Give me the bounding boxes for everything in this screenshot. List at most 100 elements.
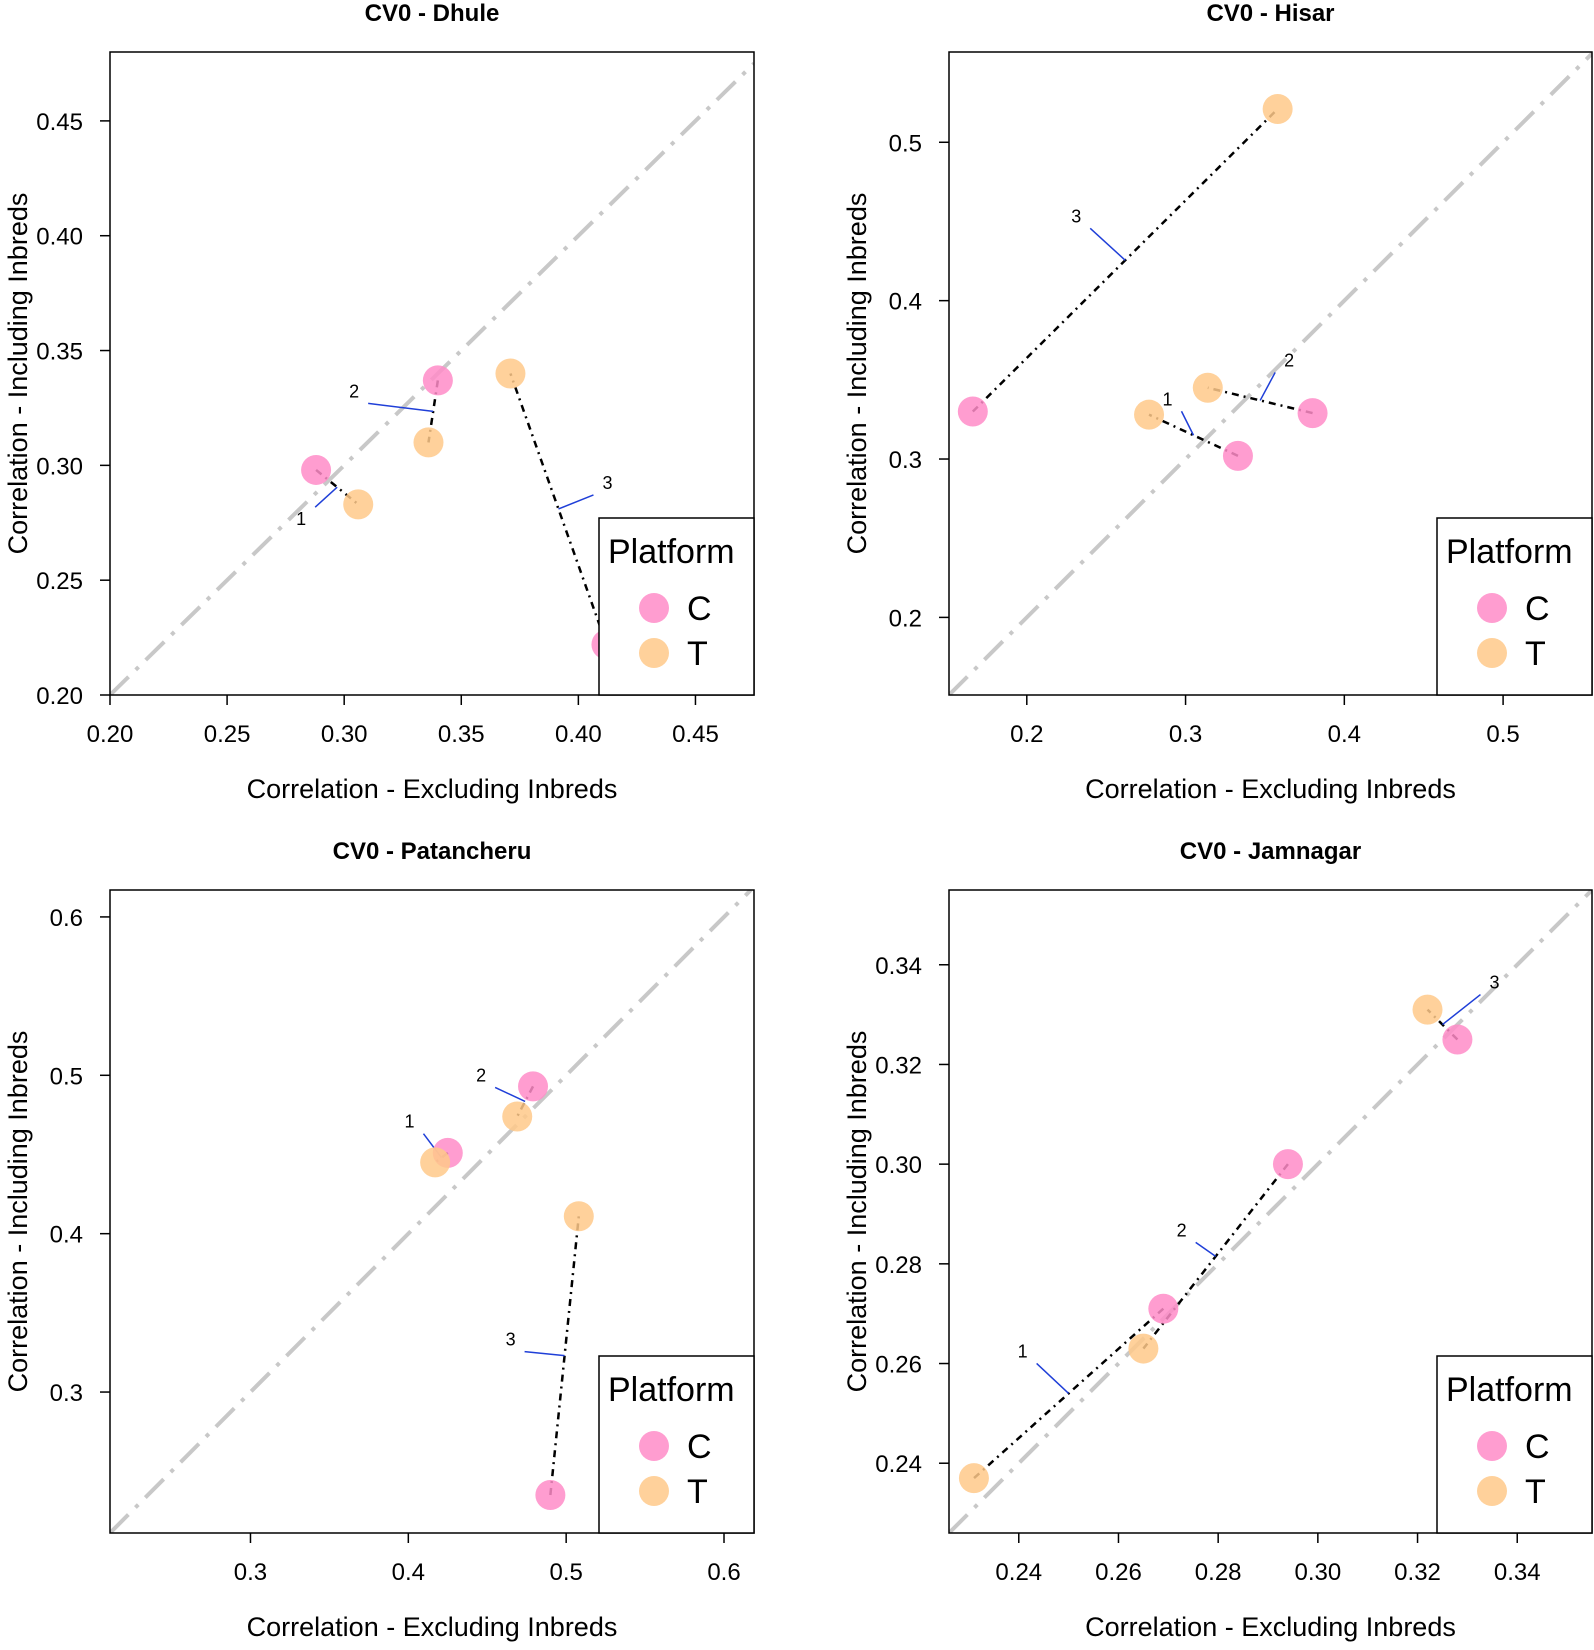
pair-pointer-1 <box>1180 410 1195 436</box>
x-axis-label: Correlation - Excluding Inbreds <box>247 774 618 804</box>
point-T-1 <box>343 489 374 520</box>
pair-pointer-2 <box>368 402 434 413</box>
panel-3: CV0 - Patancheru 1 2 3 0.3 0.4 0.5 0.6 0.3 0.4 0.5… <box>3 838 755 1642</box>
legend-entry-T: T <box>687 635 708 673</box>
pair-pointer-2 <box>1259 372 1276 401</box>
y-axis-label: Correlation - Including Inbreds <box>842 193 872 555</box>
legend: Platform CT <box>598 1355 755 1534</box>
x-tick-label: 0.5 <box>1486 721 1519 748</box>
legend-title: Platform <box>608 1371 735 1409</box>
plot-frame <box>948 889 1593 1534</box>
panel-2: CV0 - Hisar 1 2 3 0.2 0.3 0.4 0.5 0.2 0.3 0.4 0.5 Co… <box>842 0 1593 804</box>
pair-label-1: 1 <box>404 1112 414 1132</box>
pair-connector-3 <box>549 1216 581 1496</box>
pair-label-2: 2 <box>349 381 359 401</box>
y-tick-label: 0.3 <box>889 447 922 474</box>
pair-label-2: 2 <box>1177 1220 1187 1240</box>
pair-label-3: 3 <box>602 473 612 493</box>
x-tick-label: 0.3 <box>234 1559 267 1586</box>
pair-label-3: 3 <box>1489 973 1499 993</box>
legend-entry-C: C <box>1525 590 1550 628</box>
pair-connector-2 <box>1207 386 1313 415</box>
x-tick-label: 0.20 <box>87 721 134 748</box>
legend: Platform CT <box>598 517 755 696</box>
legend-swatch-C <box>1477 1431 1507 1461</box>
legend-swatch-T <box>639 1476 669 1506</box>
pair-pointer-3 <box>558 494 594 510</box>
legend-swatch-C <box>1477 593 1507 623</box>
y-tick-label: 0.35 <box>36 339 83 366</box>
legend-title: Platform <box>608 533 735 571</box>
point-T-3 <box>1412 994 1443 1025</box>
plot-frame <box>109 51 755 696</box>
x-tick-label: 0.45 <box>672 721 719 748</box>
panel-title: CV0 - Jamnagar <box>1180 838 1361 865</box>
legend-entry-C: C <box>687 1428 712 1466</box>
point-C-3 <box>1442 1024 1473 1055</box>
pair-label-1: 1 <box>1162 389 1172 409</box>
y-tick-label: 0.4 <box>889 289 922 316</box>
y-tick-label: 0.5 <box>50 1063 83 1090</box>
identity-line <box>110 890 753 1533</box>
y-tick-label: 0.32 <box>875 1052 922 1079</box>
panel-title: CV0 - Patancheru <box>333 838 532 865</box>
y-tick-label: 0.24 <box>875 1451 922 1478</box>
pair-pointer-2 <box>494 1086 526 1103</box>
legend-box <box>598 1355 755 1534</box>
y-tick-label: 0.40 <box>36 224 83 251</box>
point-T-1 <box>1134 399 1165 430</box>
y-tick-label: 0.6 <box>50 905 83 932</box>
y-axis-label: Correlation - Including Inbreds <box>3 193 33 555</box>
x-tick-label: 0.30 <box>1294 1559 1341 1586</box>
legend-swatch-T <box>1477 1476 1507 1506</box>
y-tick-label: 0.5 <box>889 130 922 157</box>
panel-4: CV0 - Jamnagar 1 2 3 0.24 0.26 0.28 0.30 0.32 0.3… <box>842 838 1593 1642</box>
point-C-3 <box>535 1479 566 1510</box>
plot-frame <box>948 51 1593 696</box>
legend-swatch-T <box>639 638 669 668</box>
point-T-1 <box>420 1147 451 1178</box>
panel-title: CV0 - Hisar <box>1206 0 1334 27</box>
legend: Platform CT <box>1436 1355 1593 1534</box>
point-C-1 <box>301 454 332 485</box>
point-T-3 <box>563 1201 594 1232</box>
pair-label-3: 3 <box>506 1330 516 1350</box>
pair-pointer-3 <box>1089 227 1126 261</box>
point-C-1 <box>1148 1293 1179 1324</box>
legend-swatch-T <box>1477 638 1507 668</box>
panel-title: CV0 - Dhule <box>365 0 500 27</box>
pair-label-2: 2 <box>1284 350 1294 370</box>
legend-entry-C: C <box>1525 1428 1550 1466</box>
x-tick-label: 0.5 <box>549 1559 582 1586</box>
pair-label-2: 2 <box>476 1065 486 1085</box>
point-T-3 <box>1262 94 1293 125</box>
x-tick-label: 0.4 <box>392 1559 425 1586</box>
x-tick-label: 0.30 <box>321 721 368 748</box>
y-tick-label: 0.45 <box>36 109 83 136</box>
legend-title: Platform <box>1446 533 1573 571</box>
x-tick-label: 0.40 <box>555 721 602 748</box>
pair-connector-1 <box>1148 413 1239 457</box>
identity-line <box>949 890 1592 1533</box>
point-C-1 <box>1222 440 1253 471</box>
x-axis-label: Correlation - Excluding Inbreds <box>1085 1612 1456 1642</box>
x-tick-label: 0.4 <box>1328 721 1361 748</box>
y-tick-label: 0.26 <box>875 1352 922 1379</box>
point-C-2 <box>1272 1149 1303 1180</box>
y-tick-label: 0.25 <box>36 568 83 595</box>
point-C-2 <box>422 365 453 396</box>
y-tick-label: 0.28 <box>875 1252 922 1279</box>
point-T-2 <box>1128 1333 1159 1364</box>
x-tick-label: 0.28 <box>1195 1559 1242 1586</box>
y-tick-label: 0.4 <box>50 1222 83 1249</box>
legend-entry-T: T <box>1525 1473 1546 1511</box>
y-axis-label: Correlation - Including Inbreds <box>842 1031 872 1393</box>
point-C-2 <box>518 1071 549 1102</box>
point-T-1 <box>958 1463 989 1494</box>
panel-1: CV0 - Dhule 1 2 3 0.20 0.25 0.30 0.35 0.40 0.45 0.… <box>3 0 755 804</box>
y-axis-label: Correlation - Including Inbreds <box>3 1031 33 1393</box>
pair-pointer-3 <box>1442 993 1481 1026</box>
pair-connector-3 <box>1426 1008 1459 1041</box>
y-tick-label: 0.30 <box>36 453 83 480</box>
